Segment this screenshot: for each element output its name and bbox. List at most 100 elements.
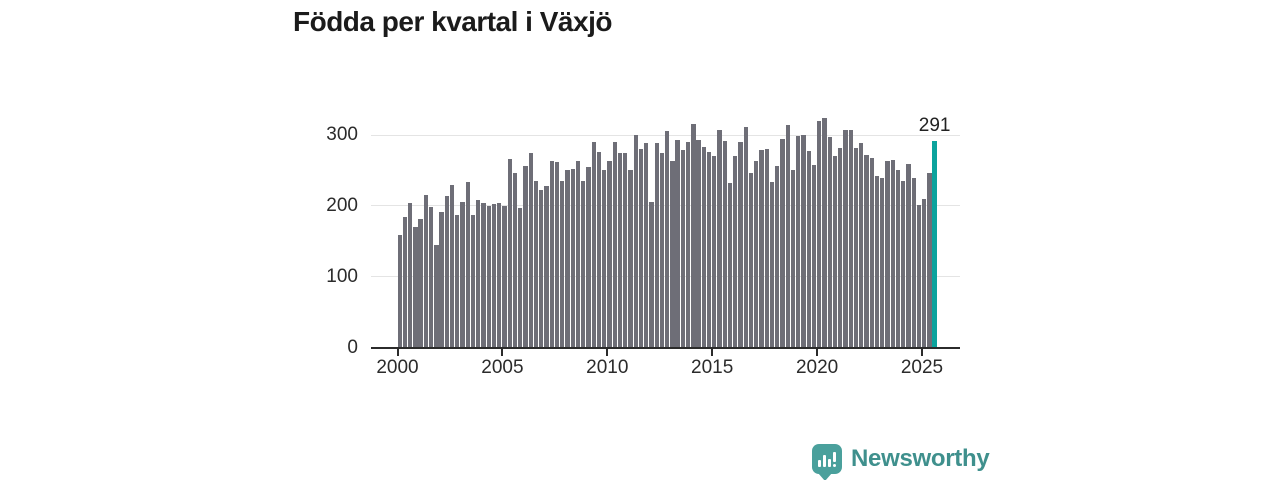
bar — [754, 160, 759, 348]
bar — [822, 117, 827, 348]
bar — [916, 204, 922, 348]
bar — [827, 136, 832, 348]
bar — [476, 199, 481, 348]
bar — [853, 147, 859, 348]
bar — [470, 214, 476, 348]
bar — [775, 165, 780, 348]
bar — [481, 202, 486, 348]
bar — [848, 129, 853, 348]
y-axis-tick-label: 200 — [326, 194, 358, 216]
bar — [455, 215, 460, 348]
logo-bar-icon — [818, 460, 821, 467]
x-axis-tick — [816, 349, 819, 356]
bar — [554, 162, 560, 348]
bar — [738, 141, 743, 348]
bar — [518, 208, 523, 348]
bar — [696, 140, 701, 348]
bar — [586, 167, 591, 348]
bar — [764, 149, 769, 348]
bar — [659, 152, 665, 348]
bar — [423, 195, 429, 348]
bar — [549, 160, 554, 348]
bar — [664, 130, 670, 348]
y-axis-tick-label: 300 — [326, 124, 358, 145]
chart-title: Födda per kvartal i Växjö — [293, 6, 612, 37]
last-value-label: 291 — [918, 114, 951, 136]
bar — [874, 176, 880, 348]
bar — [491, 203, 497, 348]
bar — [864, 155, 869, 348]
bar — [890, 160, 895, 348]
bar — [769, 181, 775, 348]
speech-bubble-tail — [818, 473, 832, 480]
bar — [602, 169, 607, 348]
bar — [649, 201, 654, 348]
x-axis-tick — [396, 349, 399, 356]
logo-bar-icon — [823, 455, 826, 467]
bar — [806, 150, 811, 348]
bar — [717, 130, 722, 348]
bar — [901, 181, 906, 348]
bar — [906, 164, 911, 348]
x-axis-tick-label: 2015 — [691, 357, 734, 378]
x-axis-tick — [606, 349, 609, 356]
bar — [675, 140, 680, 348]
x-axis-tick-label: 2025 — [900, 357, 944, 378]
logo-bar-icon — [828, 459, 831, 467]
bar — [691, 123, 696, 348]
bar — [880, 177, 885, 348]
bar — [654, 143, 659, 348]
bar — [843, 129, 848, 348]
bar — [560, 180, 565, 348]
bar — [596, 151, 602, 348]
bar — [832, 156, 838, 348]
logo-exclamation-icon — [833, 452, 836, 467]
newsworthy-logo[interactable]: Newsworthy — [812, 444, 990, 480]
bar — [439, 212, 444, 348]
bar — [418, 218, 423, 348]
bar — [895, 169, 901, 348]
bar — [748, 172, 754, 348]
x-axis-tick — [711, 349, 714, 356]
x-axis-tick-label: 2020 — [795, 357, 839, 378]
x-axis-tick-label: 2000 — [376, 357, 419, 378]
bar — [790, 169, 796, 348]
bar — [413, 227, 418, 348]
bar — [607, 161, 612, 348]
bar — [706, 151, 712, 348]
y-axis-tick-label: 0 — [347, 336, 358, 358]
bar — [528, 152, 533, 348]
bar — [685, 141, 691, 348]
bar — [397, 235, 402, 348]
bar — [743, 127, 748, 348]
bar — [434, 245, 439, 348]
bar — [869, 157, 874, 348]
bar — [838, 147, 843, 348]
bar — [680, 150, 686, 348]
bar — [402, 217, 408, 348]
bar — [465, 181, 470, 348]
bar — [623, 152, 628, 348]
bar — [796, 135, 801, 348]
x-axis-tick — [501, 349, 504, 356]
bar — [581, 181, 586, 348]
bar — [533, 180, 539, 348]
bar — [911, 177, 916, 348]
y-axis-tick-label: 100 — [326, 265, 358, 287]
bar — [565, 169, 570, 348]
bar — [544, 186, 549, 348]
bar — [570, 169, 575, 348]
bar — [701, 146, 706, 348]
bar — [780, 139, 785, 348]
bar — [712, 156, 717, 348]
bar — [486, 206, 491, 348]
x-axis-line — [371, 347, 960, 349]
highlighted-bar — [932, 140, 937, 348]
bar — [512, 172, 518, 348]
bar — [722, 140, 727, 348]
bar — [460, 201, 465, 348]
bar — [633, 135, 638, 348]
bar — [617, 152, 623, 348]
bar — [612, 141, 617, 348]
